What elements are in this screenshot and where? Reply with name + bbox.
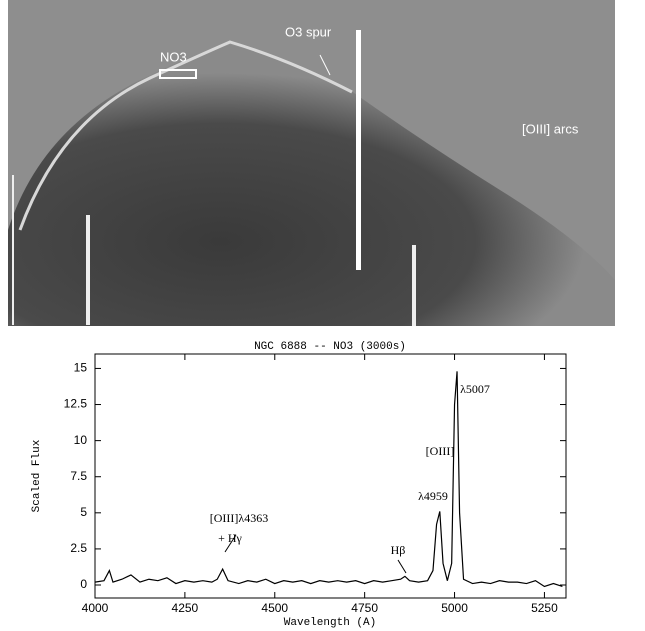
x-tick-label: 4500 — [261, 601, 288, 615]
x-tick-label: 5250 — [531, 601, 558, 615]
annotation: λ5007 — [460, 382, 490, 396]
annotation: + Hγ — [218, 531, 242, 545]
x-tick-label: 4250 — [172, 601, 199, 615]
y-tick-label: 7.5 — [70, 469, 87, 483]
y-tick-label: 2.5 — [70, 541, 87, 555]
plot-frame — [95, 354, 566, 598]
annotation: [OIII] — [426, 444, 455, 458]
image-label: O3 spur — [285, 24, 332, 39]
chart-title: NGC 6888 -- NO3 (3000s) — [254, 341, 406, 353]
nebula-image — [8, 0, 615, 326]
figure: NGC 6888 -- NO3 (3000s) Wavelength (A) S… — [0, 0, 645, 631]
spectrum-line — [95, 371, 562, 586]
x-tick-label: 5000 — [441, 601, 468, 615]
y-tick-label: 5 — [80, 505, 87, 519]
y-tick-label: 10 — [74, 433, 88, 447]
y-tick-label: 12.5 — [64, 397, 88, 411]
y-tick-label: 15 — [74, 361, 88, 375]
x-axis-label: Wavelength (A) — [284, 617, 376, 629]
annotation: λ4959 — [418, 489, 448, 503]
image-label: NO3 — [160, 49, 187, 64]
image-label: [OIII] arcs — [522, 121, 579, 136]
annotation: [OIII]λ4363 — [210, 511, 268, 525]
annotation-arrow — [398, 560, 406, 573]
x-tick-label: 4000 — [82, 601, 109, 615]
annotation: Hβ — [391, 543, 406, 557]
y-axis-label: Scaled Flux — [31, 439, 43, 512]
y-tick-label: 0 — [80, 577, 87, 591]
x-tick-label: 4750 — [351, 601, 378, 615]
